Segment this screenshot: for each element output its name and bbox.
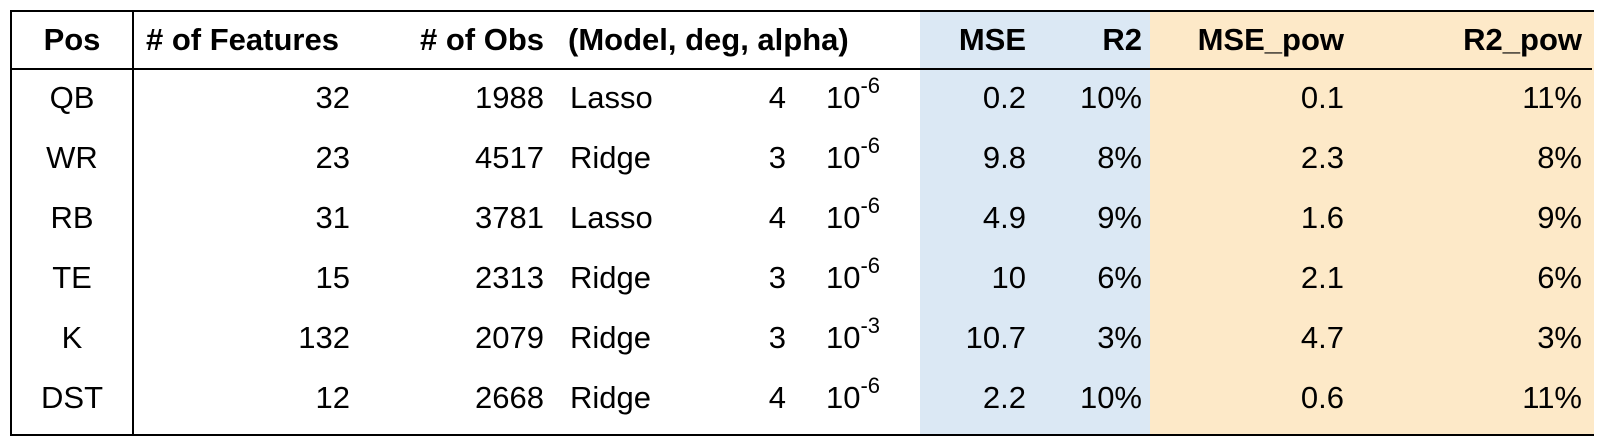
cell-r2: 3% — [1097, 320, 1142, 355]
cell-model: Lasso — [570, 80, 653, 115]
cell-pos: TE — [52, 260, 92, 295]
cell-mse-pow: 2.3 — [1300, 140, 1344, 175]
cell-mse-pow: 4.7 — [1300, 320, 1344, 355]
cell-pos: QB — [49, 80, 95, 115]
cell-r2: 10% — [1079, 80, 1142, 115]
cell-obs: 2313 — [475, 260, 544, 295]
header-mse-pow: MSE_pow — [1197, 22, 1344, 57]
header-divider — [12, 68, 1592, 70]
results-grid: Pos # of Features # of Obs (Model, deg, … — [12, 12, 1592, 428]
cell-mse: 4.9 — [982, 200, 1026, 235]
cell-mse-pow: 2.1 — [1300, 260, 1344, 295]
cell-mse: 10 — [991, 260, 1026, 295]
table-row: K 132 2079 Ridge 3 10-3 10.7 3% 4.7 3% — [12, 308, 1592, 368]
cell-alpha: 10-6 — [816, 68, 920, 128]
table-row: WR 23 4517 Ridge 3 10-6 9.8 8% 2.3 8% — [12, 128, 1592, 188]
header-features: # of Features — [146, 22, 339, 57]
pow-metrics-shade — [1150, 12, 1594, 434]
alpha-base: 10 — [826, 200, 861, 235]
cell-mse: 9.8 — [982, 140, 1026, 175]
cell-r2: 10% — [1079, 380, 1142, 415]
alpha-base: 10 — [826, 260, 861, 295]
cell-deg: 4 — [768, 80, 786, 115]
cell-model: Ridge — [570, 260, 651, 295]
cell-pos: K — [61, 320, 83, 355]
table-row: TE 15 2313 Ridge 3 10-6 10 6% 2.1 6% — [12, 248, 1592, 308]
alpha-exponent: -6 — [860, 192, 881, 218]
cell-features: 12 — [315, 380, 350, 415]
cell-pos: RB — [50, 200, 94, 235]
cell-model: Ridge — [570, 380, 651, 415]
cell-obs: 3781 — [475, 200, 544, 235]
cell-mse: 0.2 — [982, 80, 1026, 115]
cell-model: Ridge — [570, 320, 651, 355]
cell-deg: 3 — [768, 140, 786, 175]
metrics-shade — [920, 12, 1150, 434]
alpha-base: 10 — [826, 380, 861, 415]
cell-obs: 2079 — [475, 320, 544, 355]
header-obs: # of Obs — [419, 22, 544, 57]
cell-r2-pow: 3% — [1537, 320, 1582, 355]
cell-obs: 2668 — [475, 380, 544, 415]
cell-r2: 9% — [1097, 200, 1142, 235]
cell-r2-pow: 6% — [1537, 260, 1582, 295]
cell-deg: 3 — [768, 320, 786, 355]
alpha-base: 10 — [826, 320, 861, 355]
cell-features: 32 — [315, 80, 350, 115]
cell-alpha: 10-6 — [816, 248, 920, 308]
cell-r2-pow: 11% — [1522, 80, 1582, 115]
cell-r2-pow: 8% — [1537, 140, 1582, 175]
alpha-base: 10 — [826, 140, 861, 175]
cell-features: 132 — [298, 320, 350, 355]
cell-mse-pow: 1.6 — [1300, 200, 1344, 235]
cell-r2: 8% — [1097, 140, 1142, 175]
cell-pos: DST — [41, 380, 103, 415]
cell-r2: 6% — [1097, 260, 1142, 295]
table-row: RB 31 3781 Lasso 4 10-6 4.9 9% 1.6 9% — [12, 188, 1592, 248]
cell-deg: 3 — [768, 260, 786, 295]
alpha-exponent: -6 — [860, 132, 881, 158]
alpha-exponent: -6 — [860, 372, 881, 398]
cell-alpha: 10-6 — [816, 368, 920, 428]
cell-deg: 4 — [768, 380, 786, 415]
cell-mse: 10.7 — [965, 320, 1026, 355]
results-table: Pos # of Features # of Obs (Model, deg, … — [10, 10, 1594, 436]
table-row: DST 12 2668 Ridge 4 10-6 2.2 10% 0.6 11% — [12, 368, 1592, 428]
header-row: Pos # of Features # of Obs (Model, deg, … — [12, 12, 1592, 68]
cell-mse: 2.2 — [982, 380, 1026, 415]
header-pos: Pos — [43, 22, 101, 57]
cell-features: 31 — [315, 200, 350, 235]
alpha-exponent: -6 — [860, 252, 881, 278]
cell-features: 15 — [315, 260, 350, 295]
alpha-exponent: -6 — [860, 72, 881, 98]
header-mse: MSE — [958, 22, 1026, 57]
table-row: QB 32 1988 Lasso 4 10-6 0.2 10% 0.1 11% — [12, 68, 1592, 128]
cell-model: Ridge — [570, 140, 651, 175]
cell-model: Lasso — [570, 200, 653, 235]
header-r2: R2 — [1102, 22, 1142, 57]
pos-divider — [132, 12, 134, 434]
cell-pos: WR — [46, 140, 98, 175]
cell-mse-pow: 0.6 — [1300, 380, 1344, 415]
cell-mse-pow: 0.1 — [1300, 80, 1344, 115]
cell-deg: 4 — [768, 200, 786, 235]
cell-r2-pow: 9% — [1537, 200, 1582, 235]
cell-alpha: 10-6 — [816, 128, 920, 188]
header-params: (Model, deg, alpha) — [568, 22, 849, 57]
cell-r2-pow: 11% — [1522, 380, 1582, 415]
alpha-exponent: -3 — [860, 312, 881, 338]
cell-obs: 1988 — [475, 80, 544, 115]
alpha-base: 10 — [826, 80, 861, 115]
cell-alpha: 10-3 — [816, 308, 920, 368]
cell-obs: 4517 — [475, 140, 544, 175]
header-r2-pow: R2_pow — [1463, 22, 1582, 57]
cell-features: 23 — [315, 140, 350, 175]
cell-alpha: 10-6 — [816, 188, 920, 248]
